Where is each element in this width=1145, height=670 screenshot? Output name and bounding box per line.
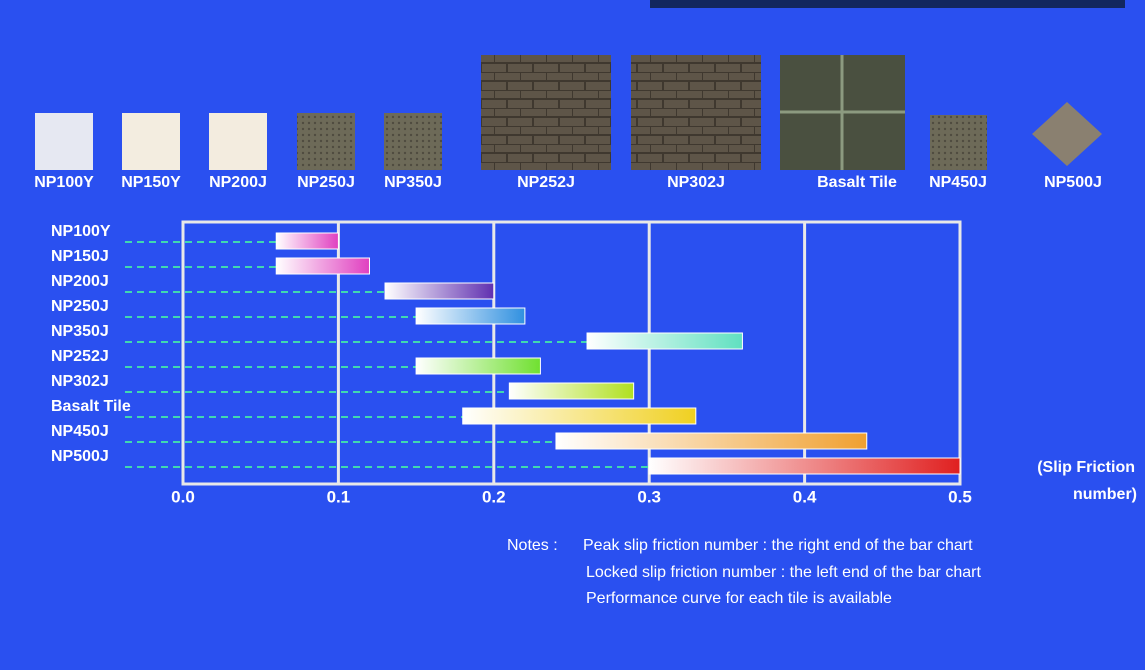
tile-images [35, 55, 1102, 170]
bar [275, 257, 370, 275]
y-tick-label: NP150J [51, 248, 109, 265]
y-tick-label: NP450J [51, 423, 109, 440]
y-tick-label: NP500J [51, 448, 109, 465]
tile-image [631, 55, 761, 170]
bar [555, 432, 868, 450]
tile-label: NP350J [384, 174, 442, 191]
bar [508, 382, 635, 400]
note: Performance curve for each tile is avail… [586, 590, 892, 607]
tile-image [384, 113, 442, 170]
tile-image [1032, 102, 1102, 166]
bar [384, 282, 495, 300]
y-tick-label: NP302J [51, 373, 109, 390]
x-tick-label: 0.0 [171, 487, 195, 506]
x-tick-label: 0.5 [948, 487, 972, 506]
tile-label: NP200J [209, 174, 267, 191]
tile-image [297, 113, 355, 170]
tile-image [930, 115, 987, 170]
bar [586, 332, 743, 350]
bar [415, 357, 541, 375]
x-axis-label: number) [1073, 486, 1137, 503]
tile-joint [780, 55, 905, 170]
tile-image [481, 55, 611, 170]
notes-prefix: Notes : [507, 537, 558, 554]
x-tick-label: 0.3 [637, 487, 661, 506]
tile-label: NP100Y [34, 174, 94, 191]
tile-image [122, 113, 180, 170]
tile-image [209, 113, 267, 170]
x-tick-label: 0.1 [327, 487, 351, 506]
bar [275, 232, 339, 250]
y-tick-label: NP350J [51, 323, 109, 340]
y-tick-label: NP250J [51, 298, 109, 315]
bar [648, 457, 961, 475]
y-tick-label: NP100Y [51, 223, 111, 240]
x-tick-label: 0.2 [482, 487, 506, 506]
tile-label: NP252J [517, 174, 575, 191]
tile-label: NP250J [297, 174, 355, 191]
tile-label: NP150Y [121, 174, 181, 191]
note: Peak slip friction number : the right en… [583, 537, 973, 554]
bar [415, 307, 526, 325]
y-tick-label: NP252J [51, 348, 109, 365]
tile-labels: NP100Y NP150Y NP200J NP250J NP350J NP252J NP30… [34, 174, 1102, 191]
x-axis-label: (Slip Friction [1037, 459, 1135, 476]
tile-label: Basalt Tile [817, 174, 897, 191]
bar [462, 407, 697, 425]
x-tick-label: 0.4 [793, 487, 817, 506]
note: Locked slip friction number : the left e… [586, 564, 981, 581]
y-tick-label: NP200J [51, 273, 109, 290]
chart: 0.0 0.1 0.2 0.3 0.4 0.5 (Slip Friction number) N… [51, 220, 1137, 506]
y-tick-label: Basalt Tile [51, 398, 131, 415]
tile-label: NP500J [1044, 174, 1102, 191]
tile-label: NP302J [667, 174, 725, 191]
tile-label: NP450J [929, 174, 987, 191]
header-strip [650, 0, 1125, 8]
tile-image [35, 113, 93, 170]
